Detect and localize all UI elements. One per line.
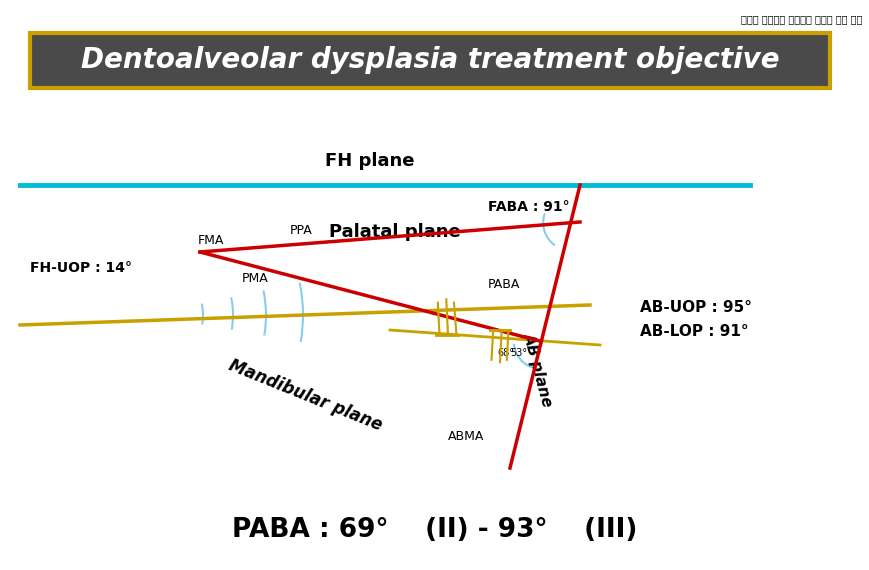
- Text: AB-LOP : 91°: AB-LOP : 91°: [640, 324, 747, 340]
- Text: 53°: 53°: [509, 348, 527, 358]
- Text: AB plane: AB plane: [521, 331, 554, 409]
- Text: PABA : 69°    (II) - 93°    (III): PABA : 69° (II) - 93° (III): [232, 517, 637, 543]
- FancyBboxPatch shape: [30, 33, 829, 88]
- Text: PPA: PPA: [289, 223, 312, 237]
- Text: FABA : 91°: FABA : 91°: [488, 200, 569, 214]
- Text: Palatal plane: Palatal plane: [328, 223, 461, 241]
- Text: ABMA: ABMA: [448, 430, 484, 443]
- Text: FMA: FMA: [198, 234, 224, 246]
- Text: Dentoalveolar dysplasia treatment objective: Dentoalveolar dysplasia treatment object…: [81, 47, 779, 75]
- Text: AB-UOP : 95°: AB-UOP : 95°: [640, 300, 751, 316]
- Text: 악안면 심미성과 기능교합 확립을 위한 교정: 악안면 심미성과 기능교합 확립을 위한 교정: [740, 14, 861, 24]
- Text: Mandibular plane: Mandibular plane: [225, 356, 384, 434]
- Text: 68°: 68°: [496, 348, 514, 358]
- Text: PABA: PABA: [488, 279, 520, 291]
- Text: FH plane: FH plane: [325, 152, 415, 170]
- Text: PMA: PMA: [242, 271, 269, 284]
- Text: FH-UOP : 14°: FH-UOP : 14°: [30, 261, 132, 275]
